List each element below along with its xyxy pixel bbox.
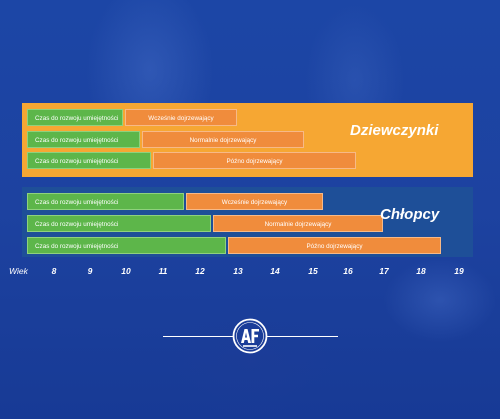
age-tick: 15 <box>308 266 318 276</box>
bar-label: Czas do rozwoju umiejętności <box>35 115 119 122</box>
age-tick: 17 <box>379 266 389 276</box>
girls-skill-bar-early: Czas do rozwoju umiejętności <box>27 109 123 126</box>
girls-skill-bar-late: Czas do rozwoju umiejętności <box>27 152 151 169</box>
girls-normal-maturation-bar: Normalnie dojrzewający <box>142 131 304 148</box>
boys-skill-bar-late: Czas do rozwoju umiejętności <box>27 237 226 254</box>
boys-skill-bar-normal: Czas do rozwoju umiejętności <box>27 215 211 232</box>
girls-skill-bar-normal: Czas do rozwoju umiejętności <box>27 131 140 148</box>
age-tick: 19 <box>454 266 464 276</box>
age-tick: 8 <box>51 266 57 276</box>
age-tick: 16 <box>343 266 353 276</box>
bar-label: Późno dojrzewający <box>306 243 363 250</box>
age-tick: 18 <box>416 266 426 276</box>
girls-title: Dziewczynki <box>350 122 439 139</box>
girls-early-maturation-bar: Wcześnie dojrzewający <box>125 109 237 126</box>
boys-skill-bar-early: Czas do rozwoju umiejętności <box>27 193 184 210</box>
bar-label: Normalnie dojrzewający <box>189 137 257 144</box>
age-tick: 13 <box>233 266 243 276</box>
age-tick: 10 <box>121 266 131 276</box>
separator-line-left <box>163 336 234 337</box>
bar-label: Czas do rozwoju umiejętności <box>35 243 119 250</box>
age-tick: 11 <box>158 266 168 276</box>
boys-early-maturation-bar: Wcześnie dojrzewający <box>186 193 323 210</box>
bar-label: Czas do rozwoju umiejętności <box>35 221 119 228</box>
separator-line-right <box>266 336 338 337</box>
girls-late-maturation-bar: Późno dojrzewający <box>153 152 356 169</box>
bar-label: Czas do rozwoju umiejętności <box>35 199 119 206</box>
bar-label: Późno dojrzewający <box>226 158 283 165</box>
age-tick: 9 <box>87 266 93 276</box>
bar-label: Czas do rozwoju umiejętności <box>35 137 119 144</box>
age-axis-label: Wiek <box>9 266 28 276</box>
bar-label: Wcześnie dojrzewający <box>148 115 214 122</box>
academy-logo <box>232 318 268 354</box>
boys-normal-maturation-bar: Normalnie dojrzewający <box>213 215 383 232</box>
age-tick: 14 <box>270 266 280 276</box>
bar-label: Czas do rozwoju umiejętności <box>35 158 119 165</box>
bar-label: Wcześnie dojrzewający <box>221 199 288 206</box>
boys-late-maturation-bar: Późno dojrzewający <box>228 237 441 254</box>
age-tick: 12 <box>195 266 205 276</box>
bar-label: Normalnie dojrzewający <box>264 221 332 228</box>
boys-title: Chłopcy <box>380 206 440 223</box>
